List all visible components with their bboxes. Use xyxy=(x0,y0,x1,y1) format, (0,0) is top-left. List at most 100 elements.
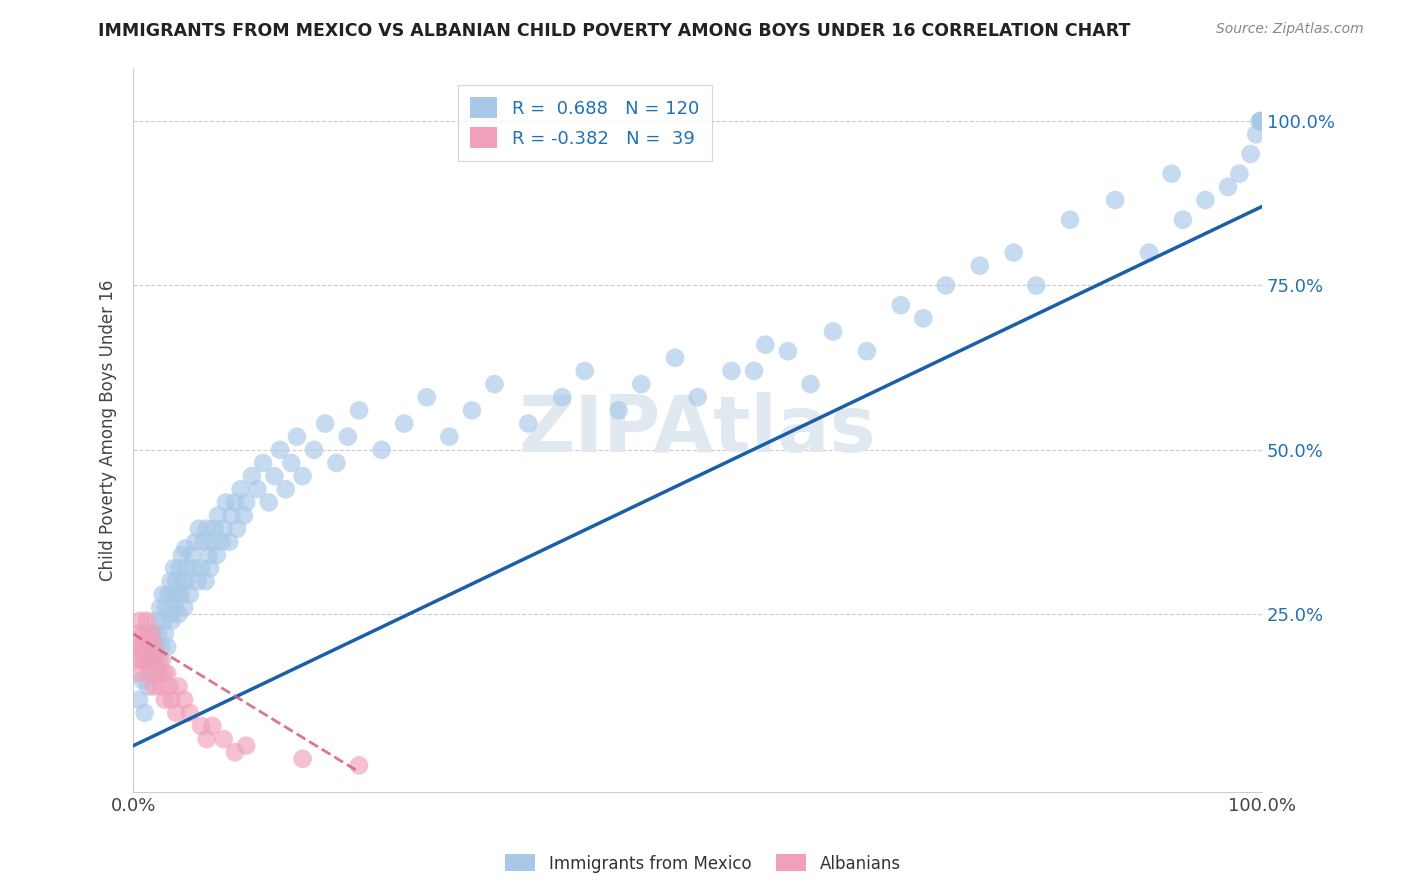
Point xyxy=(150,653,173,667)
Point xyxy=(235,739,257,753)
Point xyxy=(184,534,207,549)
Point xyxy=(129,640,152,654)
Legend: Immigrants from Mexico, Albanians: Immigrants from Mexico, Albanians xyxy=(499,847,907,880)
Point xyxy=(229,483,252,497)
Point xyxy=(664,351,686,365)
Point xyxy=(205,548,228,562)
Point xyxy=(152,587,174,601)
Point xyxy=(141,627,163,641)
Point xyxy=(162,587,184,601)
Point xyxy=(1239,147,1261,161)
Point xyxy=(209,534,232,549)
Point xyxy=(461,403,484,417)
Point xyxy=(1249,114,1271,128)
Point xyxy=(1137,245,1160,260)
Point xyxy=(169,561,191,575)
Point xyxy=(127,627,149,641)
Point xyxy=(190,561,212,575)
Point xyxy=(141,627,163,641)
Point xyxy=(1194,193,1216,207)
Point xyxy=(129,614,152,628)
Point xyxy=(291,469,314,483)
Point xyxy=(263,469,285,483)
Point xyxy=(969,259,991,273)
Point xyxy=(607,403,630,417)
Point xyxy=(218,534,240,549)
Point xyxy=(143,640,166,654)
Point xyxy=(235,495,257,509)
Point xyxy=(128,692,150,706)
Point xyxy=(131,673,153,687)
Point xyxy=(347,758,370,772)
Point xyxy=(252,456,274,470)
Point xyxy=(1160,167,1182,181)
Point xyxy=(135,653,157,667)
Point xyxy=(890,298,912,312)
Point xyxy=(146,627,169,641)
Point xyxy=(156,666,179,681)
Point xyxy=(159,574,181,589)
Point xyxy=(212,522,235,536)
Point xyxy=(240,469,263,483)
Point xyxy=(686,390,709,404)
Point xyxy=(232,508,254,523)
Point xyxy=(1216,179,1239,194)
Point xyxy=(821,325,844,339)
Point xyxy=(173,600,195,615)
Point xyxy=(165,574,187,589)
Point xyxy=(183,561,205,575)
Point xyxy=(176,574,198,589)
Point xyxy=(145,653,167,667)
Point xyxy=(125,653,148,667)
Point xyxy=(163,561,186,575)
Point xyxy=(139,640,162,654)
Point xyxy=(157,587,180,601)
Point xyxy=(135,614,157,628)
Point xyxy=(1104,193,1126,207)
Legend: R =  0.688   N = 120, R = -0.382   N =  39: R = 0.688 N = 120, R = -0.382 N = 39 xyxy=(458,85,711,161)
Point xyxy=(145,614,167,628)
Point xyxy=(856,344,879,359)
Point xyxy=(285,430,308,444)
Point xyxy=(135,653,157,667)
Point xyxy=(173,692,195,706)
Point xyxy=(160,692,183,706)
Point xyxy=(165,600,187,615)
Point xyxy=(257,495,280,509)
Point xyxy=(193,534,215,549)
Y-axis label: Child Poverty Among Boys Under 16: Child Poverty Among Boys Under 16 xyxy=(100,279,117,581)
Point xyxy=(149,600,172,615)
Point xyxy=(1251,114,1274,128)
Point xyxy=(142,653,165,667)
Point xyxy=(336,430,359,444)
Point xyxy=(291,752,314,766)
Point xyxy=(720,364,742,378)
Point xyxy=(224,745,246,759)
Point xyxy=(195,732,218,747)
Point xyxy=(484,377,506,392)
Point xyxy=(574,364,596,378)
Point xyxy=(912,311,935,326)
Point xyxy=(1227,167,1250,181)
Point xyxy=(134,706,156,720)
Point xyxy=(141,666,163,681)
Point xyxy=(160,614,183,628)
Point xyxy=(314,417,336,431)
Point xyxy=(517,417,540,431)
Point xyxy=(221,508,243,523)
Point xyxy=(439,430,461,444)
Point xyxy=(136,627,159,641)
Point xyxy=(174,541,197,556)
Point xyxy=(181,548,204,562)
Point xyxy=(170,548,193,562)
Point xyxy=(1251,114,1274,128)
Point xyxy=(132,627,155,641)
Point xyxy=(128,666,150,681)
Point xyxy=(799,377,821,392)
Point xyxy=(325,456,347,470)
Point xyxy=(370,442,392,457)
Point xyxy=(1025,278,1047,293)
Point xyxy=(280,456,302,470)
Point xyxy=(153,627,176,641)
Point xyxy=(630,377,652,392)
